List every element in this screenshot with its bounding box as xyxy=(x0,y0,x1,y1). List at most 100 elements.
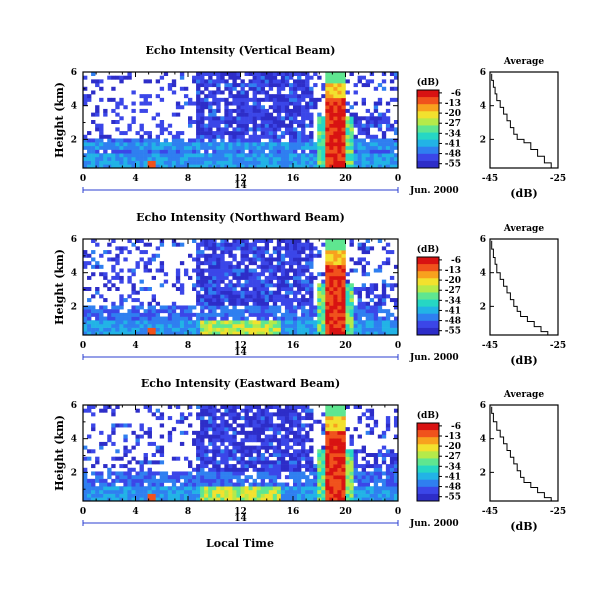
heatmap-cell xyxy=(309,142,314,147)
heatmap-cell xyxy=(260,164,266,169)
heatmap-cell xyxy=(305,493,310,498)
heatmap-cell xyxy=(103,142,108,147)
heatmap-cell xyxy=(147,427,152,432)
heatmap-cell xyxy=(333,275,338,280)
heatmap-cell xyxy=(252,142,257,147)
heatmap-cell xyxy=(167,434,173,439)
heatmap-cell xyxy=(135,408,140,413)
heatmap-cell xyxy=(301,416,306,421)
heatmap-cell xyxy=(208,475,213,480)
heatmap-cell xyxy=(313,493,318,498)
heatmap-cell xyxy=(240,438,245,443)
heatmap-cell xyxy=(272,445,278,450)
heatmap-cell xyxy=(107,138,112,143)
heatmap-cell xyxy=(349,287,354,291)
heatmap-cell xyxy=(183,160,189,165)
heatmap-cell xyxy=(357,242,362,247)
heatmap-cell xyxy=(276,268,282,273)
heatmap-cell xyxy=(147,327,152,332)
heatmap-cell xyxy=(264,408,270,413)
heatmap-cell xyxy=(236,127,241,132)
heatmap-cell xyxy=(297,298,302,303)
heatmap-cell xyxy=(284,412,290,417)
heatmap-cell xyxy=(143,316,148,321)
heatmap-cell xyxy=(200,116,205,121)
heatmap-cell xyxy=(208,419,213,424)
heatmap-cell xyxy=(196,120,201,124)
colorbar-tick-label: -20 xyxy=(445,276,461,286)
heatmap-cell xyxy=(305,261,310,266)
heatmap-cell xyxy=(83,323,88,328)
colorbar-tick-label: -34 xyxy=(445,296,461,306)
heatmap-cell xyxy=(365,460,371,465)
heatmap-cell xyxy=(305,160,310,165)
heatmap-cell xyxy=(115,305,120,310)
x-tick-label: 4 xyxy=(132,174,138,184)
heatmap-cell xyxy=(301,445,306,450)
heatmap-cell xyxy=(115,261,120,266)
heatmap-cell xyxy=(151,493,156,498)
heatmap-cell xyxy=(135,261,140,266)
heatmap-cell xyxy=(139,305,144,310)
heatmap-cell xyxy=(309,112,314,117)
heatmap-cell xyxy=(127,145,132,150)
heatmap-cell xyxy=(256,164,261,169)
heatmap-cell xyxy=(127,331,132,336)
heatmap-cell xyxy=(393,453,399,457)
heatmap-cell xyxy=(309,423,314,428)
heatmap-cell xyxy=(341,94,346,99)
heatmap-cell xyxy=(228,261,233,266)
heatmap-cell xyxy=(276,493,282,498)
heatmap-cell xyxy=(329,250,334,255)
heatmap-cell xyxy=(139,478,144,483)
heatmap-cell xyxy=(163,272,169,277)
heatmap-cell xyxy=(147,160,152,165)
heatmap-cell xyxy=(373,497,379,502)
x-tick-label: 16 xyxy=(287,174,300,184)
heatmap-cell xyxy=(264,123,270,128)
heatmap-cell xyxy=(155,327,161,332)
heatmap-cell xyxy=(244,445,249,450)
heatmap-cell xyxy=(341,149,346,154)
heatmap-cell xyxy=(196,430,201,435)
heatmap-cell xyxy=(244,438,249,443)
heatmap-cell xyxy=(256,156,261,161)
heatmap-cell xyxy=(228,253,233,258)
heatmap-cell xyxy=(280,123,286,128)
heatmap-cell xyxy=(373,120,379,124)
heatmap-cell xyxy=(99,253,104,258)
heatmap-cell xyxy=(216,327,221,332)
heatmap-cell xyxy=(389,464,395,469)
heatmap-cell xyxy=(159,153,165,158)
heatmap-cell xyxy=(220,438,225,443)
heatmap-cell xyxy=(123,105,128,110)
heatmap-cell xyxy=(131,153,136,158)
heatmap-cell xyxy=(280,331,286,336)
heatmap-cell xyxy=(196,264,201,269)
heatmap-cell xyxy=(232,449,237,454)
heatmap-cell xyxy=(95,309,100,314)
heatmap-cell xyxy=(248,79,253,84)
heatmap-cell xyxy=(393,456,399,461)
heatmap-cell xyxy=(325,331,330,336)
heatmap-cell xyxy=(377,138,383,143)
heatmap-cell xyxy=(240,112,245,117)
heatmap-cell xyxy=(204,257,209,262)
heatmap-cell xyxy=(87,153,92,158)
heatmap-cell xyxy=(256,471,261,476)
heatmap-cell xyxy=(301,79,306,84)
heatmap-cell xyxy=(143,261,148,266)
heatmap-cell xyxy=(321,449,326,454)
heatmap-cell xyxy=(325,305,330,310)
heatmap-cell xyxy=(369,298,375,303)
heatmap-cell xyxy=(127,127,132,132)
heatmap-cell xyxy=(115,101,120,106)
heatmap-cell xyxy=(293,160,298,165)
heatmap-cell xyxy=(373,327,379,332)
heatmap-cell xyxy=(147,497,152,502)
heatmap-cell xyxy=(236,478,241,483)
heatmap-cell xyxy=(167,86,173,91)
heatmap-cell xyxy=(276,316,282,321)
heatmap-cell xyxy=(361,101,366,106)
heatmap-cell xyxy=(248,112,253,117)
